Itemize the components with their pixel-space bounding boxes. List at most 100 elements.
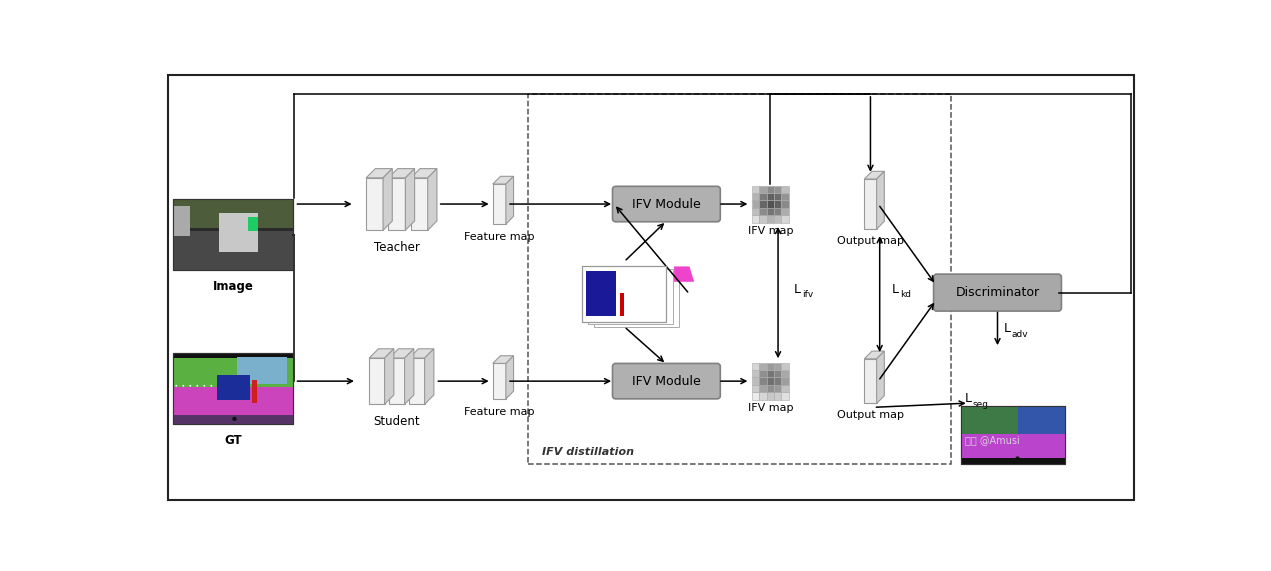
FancyBboxPatch shape: [934, 274, 1061, 311]
Text: IFV distillation: IFV distillation: [541, 447, 634, 457]
FancyBboxPatch shape: [613, 363, 721, 399]
Polygon shape: [411, 178, 428, 230]
Bar: [766, 370, 774, 377]
Bar: [766, 200, 774, 208]
Bar: [759, 385, 766, 392]
Polygon shape: [366, 178, 383, 230]
Bar: [173, 415, 292, 424]
Bar: [173, 206, 191, 236]
Polygon shape: [425, 349, 433, 404]
Bar: [759, 186, 766, 193]
Bar: [173, 199, 292, 270]
Bar: [759, 377, 766, 385]
Bar: [582, 267, 666, 322]
Circle shape: [233, 417, 236, 421]
Bar: [173, 353, 292, 424]
Circle shape: [211, 385, 212, 387]
Bar: [752, 385, 759, 392]
Circle shape: [175, 385, 177, 387]
Bar: [782, 370, 789, 377]
Text: Student: Student: [374, 415, 421, 428]
Bar: [252, 380, 257, 403]
Bar: [961, 407, 1018, 433]
Bar: [752, 370, 759, 377]
Polygon shape: [864, 171, 885, 179]
Text: adv: adv: [1012, 329, 1028, 339]
Bar: [759, 392, 766, 400]
Polygon shape: [493, 176, 513, 184]
Polygon shape: [877, 351, 885, 404]
Bar: [774, 186, 782, 193]
Polygon shape: [428, 168, 437, 230]
Text: L: L: [1004, 322, 1010, 335]
Bar: [766, 193, 774, 200]
Circle shape: [182, 385, 184, 387]
Polygon shape: [369, 358, 385, 404]
Polygon shape: [366, 168, 393, 178]
Polygon shape: [864, 359, 877, 404]
Text: ifv: ifv: [802, 291, 813, 299]
Bar: [173, 199, 292, 228]
Bar: [782, 363, 789, 370]
Bar: [782, 392, 789, 400]
Text: IFV map: IFV map: [747, 404, 793, 413]
Bar: [173, 357, 292, 387]
Bar: [752, 200, 759, 208]
Bar: [766, 363, 774, 370]
Polygon shape: [389, 168, 414, 178]
Text: IFV map: IFV map: [747, 226, 793, 236]
Bar: [173, 387, 292, 424]
Polygon shape: [864, 179, 877, 229]
Bar: [774, 215, 782, 223]
Text: IFV Module: IFV Module: [632, 375, 700, 388]
Circle shape: [197, 385, 198, 387]
Text: seg: seg: [972, 400, 989, 409]
Circle shape: [1016, 456, 1019, 461]
Bar: [961, 458, 1065, 464]
Bar: [173, 231, 292, 270]
Bar: [961, 434, 1065, 464]
Polygon shape: [493, 184, 506, 224]
Bar: [961, 406, 1065, 464]
Polygon shape: [389, 349, 414, 358]
Polygon shape: [389, 178, 405, 230]
Bar: [782, 200, 789, 208]
Bar: [774, 385, 782, 392]
Bar: [173, 353, 292, 424]
Bar: [766, 385, 774, 392]
Polygon shape: [405, 168, 414, 230]
Text: Feature map: Feature map: [464, 407, 535, 417]
FancyBboxPatch shape: [613, 186, 721, 222]
Bar: [173, 199, 292, 270]
Bar: [620, 292, 624, 316]
Polygon shape: [409, 349, 433, 358]
Text: Output map: Output map: [836, 411, 904, 420]
Text: kd: kd: [900, 291, 911, 299]
Bar: [752, 193, 759, 200]
Bar: [752, 377, 759, 385]
Bar: [759, 215, 766, 223]
Bar: [594, 271, 679, 327]
Polygon shape: [411, 168, 437, 178]
Bar: [759, 193, 766, 200]
Bar: [582, 267, 666, 322]
Polygon shape: [506, 356, 513, 399]
Polygon shape: [493, 356, 513, 363]
Bar: [752, 363, 759, 370]
Bar: [752, 208, 759, 215]
Bar: [961, 406, 1065, 464]
Bar: [774, 370, 782, 377]
Text: Output map: Output map: [836, 236, 904, 246]
Bar: [527, 94, 951, 464]
Bar: [782, 186, 789, 193]
Bar: [219, 214, 258, 252]
Circle shape: [203, 385, 205, 387]
Polygon shape: [586, 271, 615, 316]
Bar: [759, 363, 766, 370]
Bar: [774, 363, 782, 370]
Bar: [759, 370, 766, 377]
Polygon shape: [383, 168, 393, 230]
Polygon shape: [389, 358, 404, 404]
Bar: [752, 215, 759, 223]
Bar: [774, 392, 782, 400]
